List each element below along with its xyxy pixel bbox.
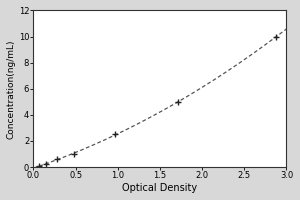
Y-axis label: Concentration(ng/mL): Concentration(ng/mL) [7, 39, 16, 139]
X-axis label: Optical Density: Optical Density [122, 183, 197, 193]
